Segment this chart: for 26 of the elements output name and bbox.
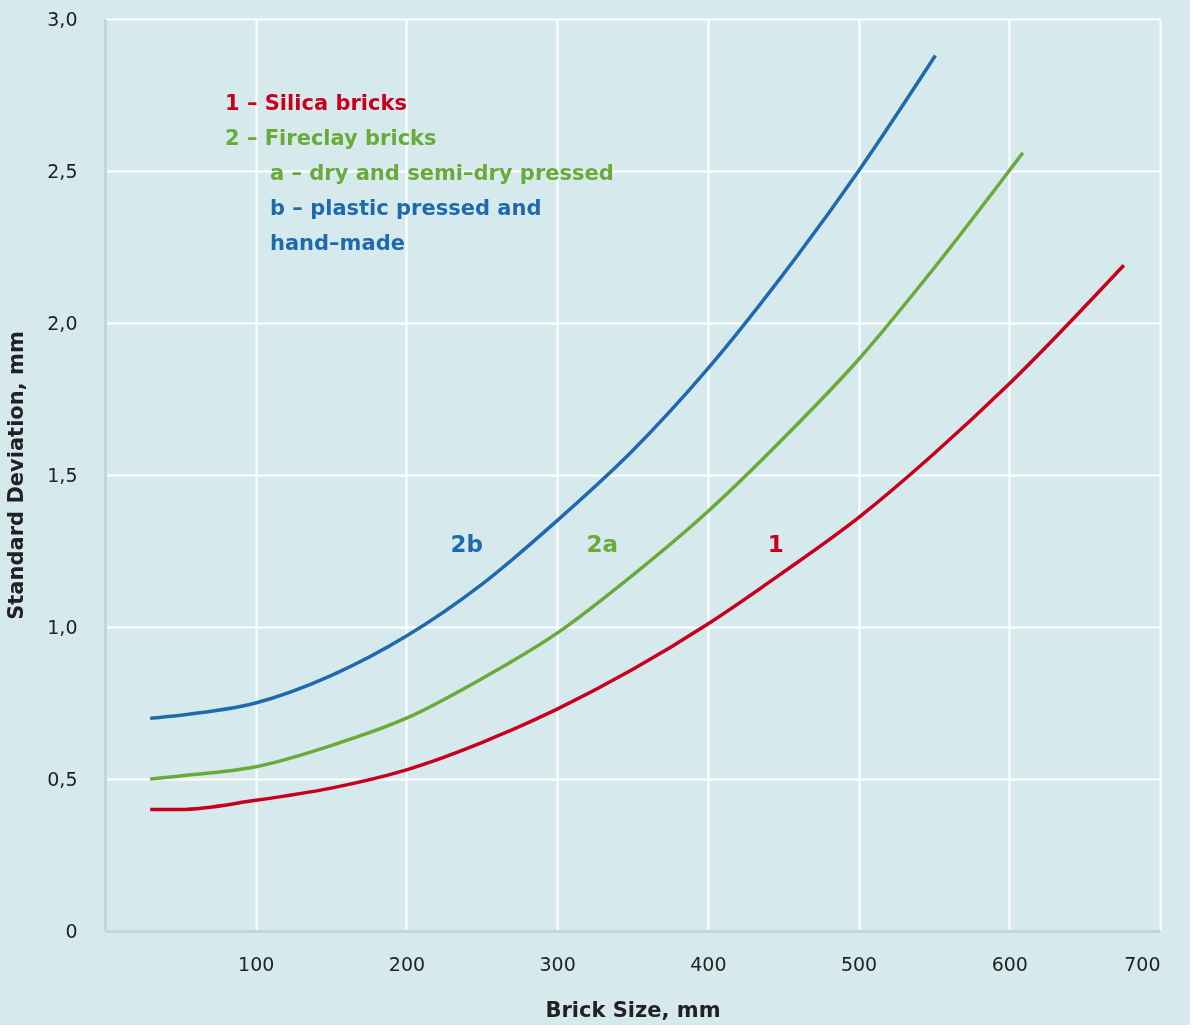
- y-tick-label: 0: [65, 919, 78, 942]
- line-series: [148, 263, 1126, 812]
- x-tick-label: 100: [238, 952, 275, 975]
- x-tick-label: 600: [991, 952, 1028, 975]
- x-axis-title: Brick Size, mm: [545, 997, 721, 1022]
- x-tick-label: 700: [1124, 952, 1161, 975]
- y-tick-label: 2,0: [47, 311, 78, 334]
- annotation: b – plastic pressed and hand–made: [270, 196, 542, 255]
- y-tick-label: 2,5: [47, 159, 78, 182]
- y-tick-label: 1,5: [47, 463, 78, 486]
- annotation: 1 – Silica bricks: [225, 91, 407, 115]
- x-tick-label: 300: [539, 952, 576, 975]
- x-tick-label: 200: [388, 952, 426, 975]
- annotation: 2 – Fireclay bricks: [225, 126, 437, 150]
- x-tick-label: 500: [840, 952, 878, 975]
- line-series: [148, 151, 1025, 781]
- y-axis-title: Standard Deviation, mm: [4, 331, 29, 620]
- x-tick-label: 400: [690, 952, 727, 975]
- annotation: a – dry and semi–dry pressed: [270, 161, 614, 185]
- series-label: 1: [767, 530, 784, 557]
- series-label: 2b: [450, 530, 483, 557]
- line-series: [148, 53, 938, 720]
- series-label: 2a: [586, 530, 619, 557]
- y-tick-label: 3,0: [47, 7, 78, 30]
- y-tick-label: 1,0: [47, 615, 78, 638]
- y-tick-label: 0,5: [47, 767, 78, 790]
